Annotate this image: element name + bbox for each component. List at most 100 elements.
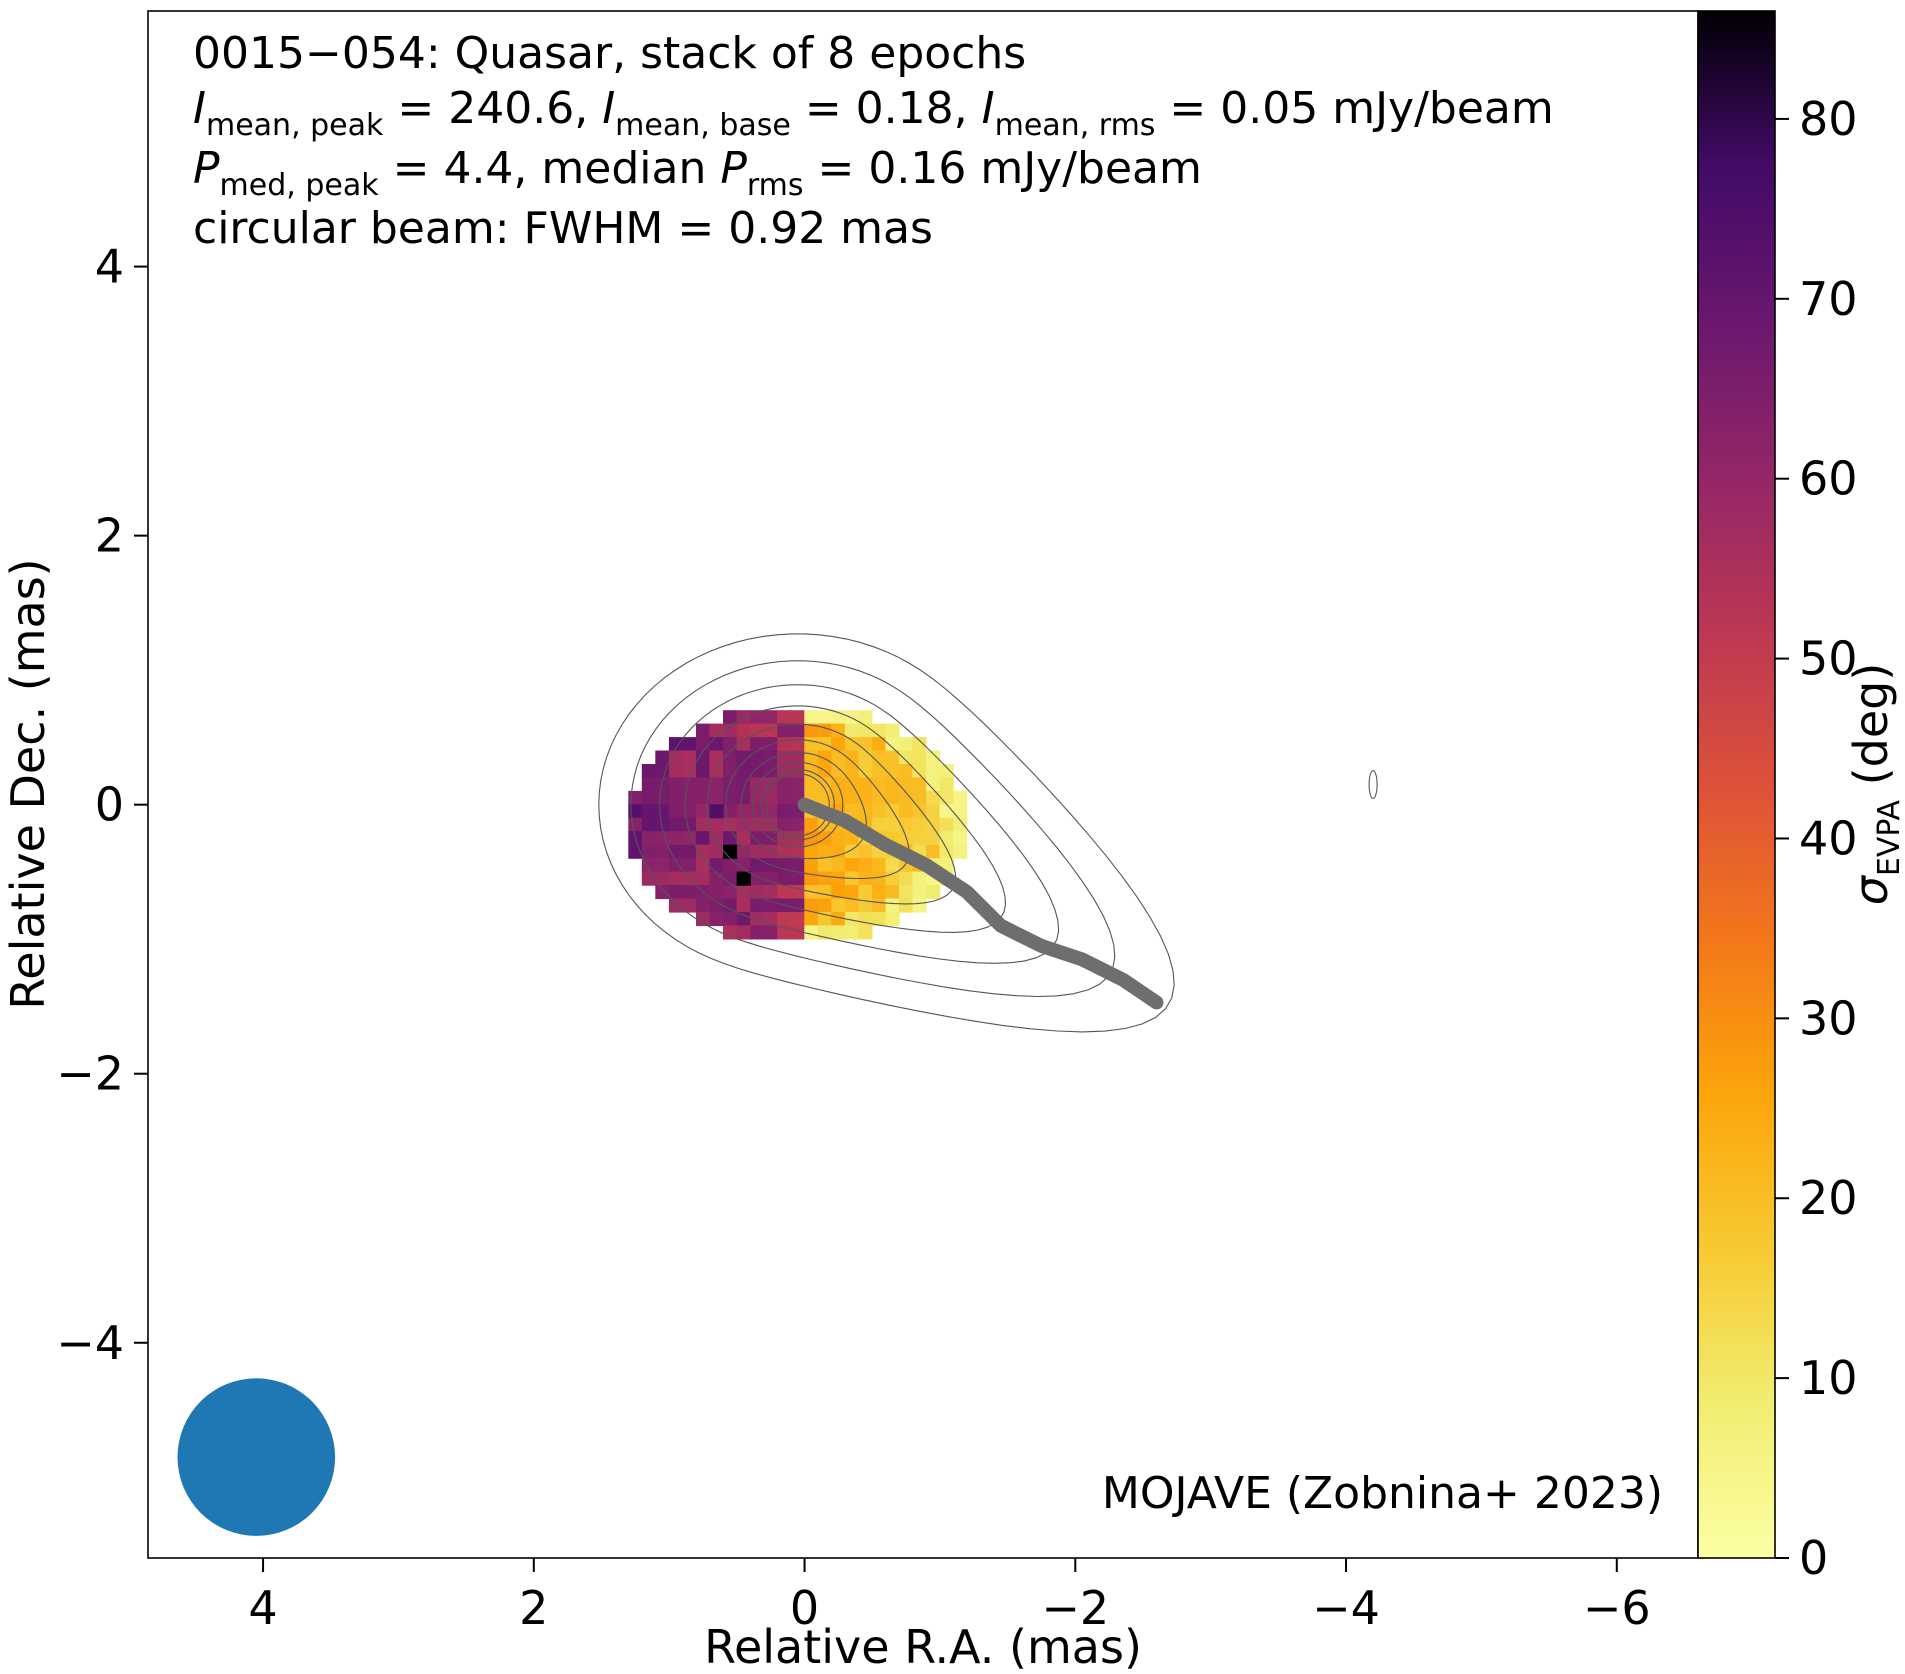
heatmap-cell	[723, 710, 738, 725]
polarization-stats: Pmed, peak = 4.4, median Prms = 0.16 mJy…	[193, 143, 1202, 203]
heatmap-cell	[628, 817, 643, 832]
heatmap-cell	[858, 804, 873, 819]
heatmap-cell	[709, 804, 724, 819]
heatmap-cell	[668, 885, 683, 900]
heatmap-cell	[899, 777, 914, 792]
heatmap-cell	[885, 750, 900, 765]
heatmap-cell	[668, 737, 683, 752]
heatmap-cell	[831, 925, 846, 940]
heatmap-cell	[858, 710, 873, 725]
heatmap-cell	[844, 925, 859, 940]
heatmap-cell	[763, 750, 778, 765]
heatmap-cell	[831, 750, 846, 765]
heatmap-cell	[926, 750, 941, 765]
heatmap-cell	[926, 885, 941, 900]
heatmap-cell	[696, 817, 711, 832]
intensity-contours	[598, 633, 1378, 1033]
heatmap-cell	[885, 898, 900, 913]
heatmap-cell	[723, 737, 738, 752]
heatmap-cell	[655, 804, 670, 819]
colorbar-tick-label: 70	[1799, 272, 1858, 326]
heatmap-cell	[709, 885, 724, 900]
jet-ridge-line	[797, 797, 1164, 1010]
heatmap-cell	[723, 790, 738, 805]
heatmap-cell	[790, 710, 805, 725]
y-tick-label: −4	[56, 1316, 124, 1370]
heatmap-cell	[655, 858, 670, 873]
heatmap-cell	[763, 925, 778, 940]
heatmap-cell	[723, 723, 738, 738]
x-axis-title: Relative R.A. (mas)	[704, 1620, 1142, 1674]
heatmap-cell	[655, 790, 670, 805]
heatmap-cell	[696, 871, 711, 886]
heatmap-cell	[790, 844, 805, 859]
heatmap-cell	[709, 750, 724, 765]
heatmap-cell	[885, 790, 900, 805]
heatmap-cell	[912, 737, 927, 752]
heatmap-cell	[858, 737, 873, 752]
heatmap-cell	[790, 764, 805, 779]
contour-level	[740, 751, 867, 860]
heatmap-cell	[668, 804, 683, 819]
heatmap-cell	[871, 912, 886, 927]
heatmap-cell	[804, 777, 819, 792]
heatmap-cell	[899, 764, 914, 779]
heatmap-cell	[831, 764, 846, 779]
heatmap-cell	[804, 750, 819, 765]
heatmap-cell	[844, 912, 859, 927]
heatmap-cell	[736, 898, 751, 913]
heatmap-cell	[723, 858, 738, 873]
heatmap-cell	[804, 710, 819, 725]
heatmap-cell	[817, 790, 832, 805]
heatmap-cell	[817, 777, 832, 792]
annotation-block: 0015−054: Quasar, stack of 8 epochs Imea…	[193, 28, 1663, 1519]
heatmap-cell	[750, 750, 765, 765]
heatmap-cell	[777, 871, 792, 886]
heatmap-cell	[655, 885, 670, 900]
heatmap-cell	[953, 844, 968, 859]
heatmap-cell	[723, 750, 738, 765]
heatmap-cell	[777, 737, 792, 752]
heatmap-cell	[953, 804, 968, 819]
heatmap-cell	[939, 817, 954, 832]
heatmap-cell	[763, 710, 778, 725]
heatmap-cell	[696, 844, 711, 859]
heatmap-cell	[777, 804, 792, 819]
heatmap-cell	[871, 750, 886, 765]
heatmap-cell	[750, 844, 765, 859]
heatmap-cell	[817, 885, 832, 900]
heatmap-cell	[790, 925, 805, 940]
heatmap-cell	[777, 844, 792, 859]
heatmap-cell	[939, 764, 954, 779]
heatmap-cell	[790, 831, 805, 846]
heatmap-cell	[668, 898, 683, 913]
heatmap-cell	[709, 790, 724, 805]
colorbar-label: σEVPA (deg)	[1844, 663, 1905, 906]
heatmap-cell	[750, 858, 765, 873]
heatmap-cell	[926, 790, 941, 805]
heatmap-cell	[628, 790, 643, 805]
heatmap-cell	[885, 912, 900, 927]
heatmap-cell	[831, 737, 846, 752]
heatmap-cell	[641, 804, 656, 819]
heatmap-cell	[790, 737, 805, 752]
heatmap-cell	[777, 858, 792, 873]
heatmap-cell	[723, 925, 738, 940]
heatmap-cell	[696, 831, 711, 846]
heatmap-cell	[668, 764, 683, 779]
heatmap-cell	[709, 844, 724, 859]
heatmap-cell	[926, 764, 941, 779]
heatmap-cell	[912, 885, 927, 900]
heatmap-cell	[655, 844, 670, 859]
heatmap-cell	[723, 817, 738, 832]
colorbar-tick-label: 20	[1799, 1171, 1858, 1225]
heatmap-cell	[899, 790, 914, 805]
heatmap-cell	[655, 831, 670, 846]
heatmap-cell	[777, 777, 792, 792]
colorbar-tick-label: 10	[1799, 1351, 1858, 1405]
heatmap-cell	[709, 737, 724, 752]
heatmap-cell	[696, 737, 711, 752]
heatmap-cell	[858, 790, 873, 805]
heatmap-cell	[696, 723, 711, 738]
heatmap-cell	[736, 723, 751, 738]
